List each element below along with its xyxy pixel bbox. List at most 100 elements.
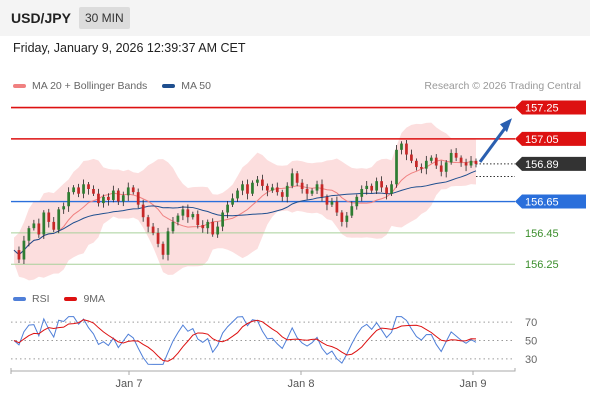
candle xyxy=(97,188,100,207)
moving-averages xyxy=(13,159,477,256)
candle xyxy=(161,241,165,260)
candlesticks xyxy=(17,139,478,265)
candle-body xyxy=(201,225,205,229)
candle xyxy=(355,194,359,210)
candle xyxy=(231,193,234,208)
legend-ma20: MA 20 + Bollinger Bands xyxy=(13,80,147,92)
candle-body xyxy=(236,190,239,199)
candle xyxy=(156,228,160,248)
level-tag-156-65 xyxy=(515,194,586,209)
legend-9ma: 9MA xyxy=(64,293,105,305)
candle-body xyxy=(72,187,75,193)
candle-body xyxy=(221,212,225,227)
candle-body xyxy=(345,215,349,222)
candle xyxy=(375,177,379,195)
level-labels: 157.25 157.05 156.89 156.65 156.45 156.25 xyxy=(478,100,586,271)
candle-body xyxy=(410,154,413,161)
candle-body xyxy=(469,160,473,166)
candle-body xyxy=(261,179,264,186)
candle-body xyxy=(320,184,324,197)
candle xyxy=(345,212,349,228)
candle xyxy=(131,185,135,195)
candle xyxy=(400,141,403,155)
candle xyxy=(300,179,304,194)
candle-body xyxy=(300,182,304,189)
candle-body xyxy=(395,149,398,185)
candle xyxy=(434,154,438,169)
candle xyxy=(87,181,90,195)
candle xyxy=(256,175,259,187)
candle xyxy=(454,148,458,162)
candle xyxy=(241,180,244,196)
candle-body xyxy=(186,209,190,218)
currency-pair-title: USD/JPY xyxy=(11,10,71,26)
candle-body xyxy=(176,215,180,222)
candle xyxy=(474,158,478,168)
candle xyxy=(121,191,125,207)
timeframe-button[interactable]: 30 MIN xyxy=(79,7,130,29)
candle xyxy=(315,180,319,195)
top-bar: USD/JPY 30 MIN xyxy=(0,0,590,36)
candle xyxy=(365,181,369,195)
candle-body xyxy=(22,240,26,260)
ma20-line xyxy=(13,159,477,256)
candle xyxy=(246,179,249,200)
candle xyxy=(236,188,239,202)
candle-body xyxy=(325,196,329,205)
candle-body xyxy=(429,157,433,161)
rsi-tick-label: 70 xyxy=(525,317,537,329)
candle-body xyxy=(42,212,46,235)
projection-arrow-line xyxy=(478,127,507,163)
legend-ma50: MA 50 xyxy=(162,80,211,92)
candle xyxy=(280,189,284,202)
candle-body xyxy=(151,226,155,233)
candle xyxy=(72,185,75,195)
level-label-156-45: 156.45 xyxy=(525,228,559,240)
rsi-line xyxy=(13,316,477,365)
candle xyxy=(429,155,433,164)
candle-body xyxy=(464,162,468,166)
candle xyxy=(449,149,453,165)
candle-body xyxy=(32,223,36,229)
candle-body xyxy=(256,179,259,183)
candle xyxy=(290,168,294,189)
candle-body xyxy=(116,190,120,202)
candle-body xyxy=(360,189,364,197)
candle xyxy=(405,139,408,161)
candle xyxy=(216,221,220,238)
candle-body xyxy=(17,250,21,260)
candle-body xyxy=(439,165,443,172)
candle xyxy=(340,210,344,227)
candle-body xyxy=(62,206,66,210)
candle xyxy=(22,235,26,265)
candle-body xyxy=(305,189,309,194)
candle-body xyxy=(390,184,393,194)
candle xyxy=(201,220,205,233)
candle xyxy=(265,183,269,197)
rsi-legend: RSI 9MA xyxy=(13,293,105,305)
candle-body xyxy=(365,185,369,189)
candle xyxy=(67,187,71,212)
level-tag-157-25 xyxy=(515,100,586,115)
candle-body xyxy=(161,243,165,255)
candle-body xyxy=(340,212,344,222)
candle-body xyxy=(181,209,185,216)
candle-body xyxy=(350,206,354,216)
candle-body xyxy=(290,173,294,186)
candle xyxy=(415,158,418,171)
x-tick-label: Jan 7 xyxy=(116,378,143,390)
price-levels xyxy=(11,106,515,265)
candle xyxy=(176,213,180,226)
candle xyxy=(395,144,398,188)
candle xyxy=(320,179,324,202)
candle xyxy=(136,188,140,209)
candle-body xyxy=(405,143,408,155)
level-tag-157-05 xyxy=(515,131,586,146)
candle-body xyxy=(280,192,284,197)
price-legend: MA 20 + Bollinger Bands MA 50 xyxy=(13,80,211,92)
candle xyxy=(335,196,339,216)
research-credit: Research © 2026 Trading Central xyxy=(424,80,581,92)
candle xyxy=(275,182,279,196)
time-axis: Jan 7 Jan 8 Jan 9 xyxy=(10,368,516,390)
candle xyxy=(285,182,289,203)
